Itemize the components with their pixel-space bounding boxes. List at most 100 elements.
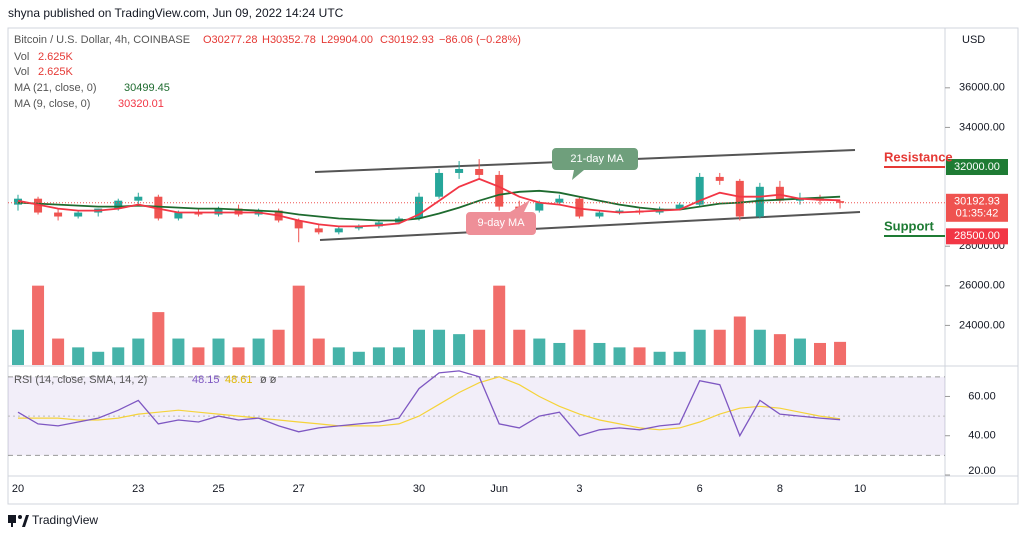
volume-bar — [533, 338, 546, 365]
volume-bar — [713, 329, 726, 365]
volume-bar — [92, 351, 105, 365]
volume-bar — [192, 347, 205, 365]
x-tick-label: 25 — [212, 483, 224, 495]
volume-bar — [553, 342, 566, 365]
volume-bar — [773, 334, 786, 365]
ohlc-change: −86.06 (−0.28%) — [439, 34, 521, 46]
x-tick-label: 3 — [576, 483, 582, 495]
last-price-box — [946, 193, 1008, 222]
candle-body — [234, 208, 243, 215]
volume-bar — [473, 329, 486, 365]
volume-bar — [12, 329, 24, 365]
candle-body — [34, 198, 43, 213]
legend: Bitcoin / U.S. Dollar, 4h, COINBASE O302… — [14, 34, 521, 386]
candle-body — [495, 174, 504, 207]
x-tick-label: 20 — [12, 483, 24, 495]
volume-bar — [513, 329, 526, 365]
volume-bar — [753, 329, 766, 365]
rsi-sma-value: 48.61 — [225, 374, 253, 386]
rsi-tick-label: 20.00 — [968, 465, 996, 477]
volume-bar — [352, 351, 365, 365]
price-label: 32000.00 — [954, 161, 1000, 173]
volume-bar — [453, 334, 466, 365]
candle-body — [214, 208, 223, 215]
y-tick-label: 36000.00 — [959, 82, 1005, 94]
plot: 36000.0034000.0028000.0026000.0024000.00… — [8, 82, 1008, 495]
candle-body — [174, 212, 183, 219]
volume-value: 2.625K — [38, 51, 74, 63]
volume-bar — [573, 329, 586, 365]
moving-average — [17, 177, 841, 228]
volume-name: Vol — [14, 66, 29, 78]
ma21-value: 30499.45 — [124, 82, 170, 94]
candle-body — [74, 212, 83, 217]
volume-bar — [613, 347, 626, 365]
volume-bar — [793, 338, 806, 365]
volume-bar — [653, 351, 666, 365]
byline: shyna published on TradingView.com, Jun … — [8, 6, 344, 20]
candle-body — [134, 196, 143, 201]
x-tick-label: 23 — [132, 483, 144, 495]
volume-bar — [733, 316, 746, 365]
volume-bar — [272, 329, 285, 365]
symbol-title: Bitcoin / U.S. Dollar, 4h, COINBASE — [14, 34, 190, 46]
volume-bar — [252, 338, 265, 365]
ma9-label: 9-day MA — [477, 217, 525, 229]
rsi-name: RSI (14, close, SMA, 14, 2) — [14, 374, 147, 386]
ma21-name: MA (21, close, 0) — [14, 82, 97, 94]
x-tick-label: 8 — [777, 483, 783, 495]
ma21-callout — [552, 148, 638, 180]
volume-bar — [312, 338, 325, 365]
candle-body — [14, 198, 22, 205]
ma21-label: 21-day MA — [570, 153, 624, 165]
candle-body — [836, 201, 845, 203]
y-tick-label: 24000.00 — [959, 319, 1005, 331]
y-tick-label: 34000.00 — [959, 121, 1005, 133]
volume-bar — [52, 338, 65, 365]
volume-bar — [834, 341, 847, 365]
countdown: 01:35:42 — [956, 208, 999, 220]
candle-body — [695, 176, 704, 205]
price-label: 28500.00 — [954, 230, 1000, 242]
volume-bar — [413, 329, 425, 365]
logo-mark — [18, 515, 22, 519]
volume-bar — [372, 347, 385, 365]
x-tick-label: Jun — [490, 483, 508, 495]
volume-name: Vol — [14, 51, 29, 63]
brand: TradingView — [8, 513, 98, 527]
ohlc-close: C30192.93 — [380, 34, 434, 46]
price-label-box — [946, 159, 1008, 176]
volume-bar — [112, 347, 125, 365]
candle-body — [334, 228, 343, 233]
chart-frame — [7, 27, 1019, 505]
rsi-extra: ø ø — [260, 374, 277, 386]
candle-body — [415, 196, 423, 219]
candle-body — [154, 196, 163, 219]
volume-bar — [332, 347, 345, 365]
x-tick-label: 27 — [293, 483, 305, 495]
y-tick-label: 26000.00 — [959, 280, 1005, 292]
ohlc-high: H30352.78 — [262, 34, 316, 46]
candle-body — [755, 186, 764, 217]
x-tick-label: 30 — [413, 483, 425, 495]
currency: USD — [962, 34, 985, 46]
candle-body — [374, 222, 383, 227]
x-tick-label: 6 — [697, 483, 703, 495]
rsi-sma-line — [18, 376, 841, 431]
candle-body — [475, 168, 484, 175]
ohlc-low: L29904.00 — [321, 34, 373, 46]
volume-bar — [593, 342, 606, 365]
volume-bar — [633, 347, 646, 365]
brand-name: TradingView — [32, 513, 98, 527]
support-label: Support — [884, 218, 934, 233]
volume-bar — [814, 342, 826, 365]
volume-bar — [152, 312, 165, 365]
candle-body — [575, 198, 584, 217]
volume-bar — [392, 347, 405, 365]
volume-bar — [433, 329, 446, 365]
candle-body — [735, 180, 744, 217]
candle-body — [54, 212, 63, 217]
volume-bar — [72, 347, 85, 365]
ma9-name: MA (9, close, 0) — [14, 98, 90, 110]
